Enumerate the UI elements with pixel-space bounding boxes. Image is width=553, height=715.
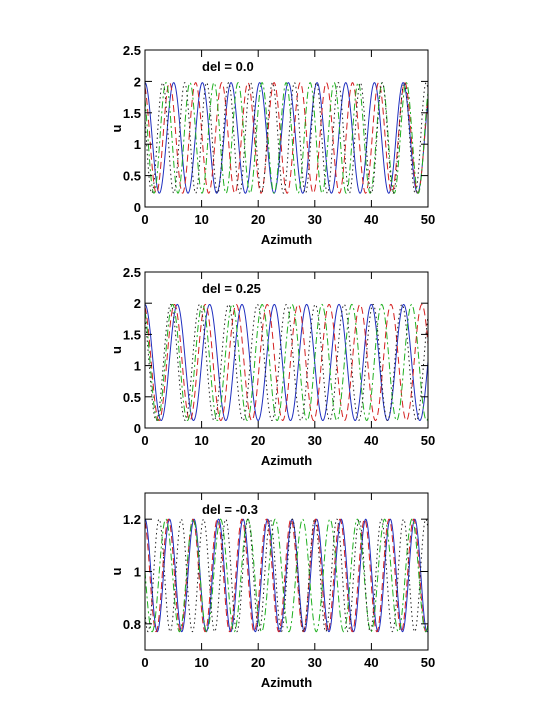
y-tick-label: 1 [134,359,141,374]
series-line-2 [145,303,428,422]
x-tick-label: 50 [421,433,435,448]
chart-panel-1: 0 10 20 30 40 50 0 0.5 1 1.5 2 2.5 Azimuth u del = 0.0 [109,43,435,247]
y-axis-label: u [109,567,124,575]
y-tick-label: 2 [134,74,141,89]
series-line-4 [145,518,428,633]
y-tick-label: 0 [134,200,141,215]
series-line-4 [145,82,428,194]
x-tick-label: 20 [251,655,265,670]
y-tick-label: 0.5 [123,169,141,184]
y-tick-label: 0.8 [123,617,141,632]
plot-frame [144,271,429,429]
x-tick-label: 50 [421,655,435,670]
y-tick-label: 2.5 [123,265,141,280]
del-annotation: del = -0.3 [202,502,258,517]
series-line-1 [145,518,428,633]
x-tick-label: 30 [308,212,322,227]
series-line-3 [145,303,428,422]
y-tick-label: 0.5 [123,390,141,405]
x-tick-label: 20 [251,433,265,448]
plot-area [145,303,428,422]
x-tick-label: 10 [194,655,208,670]
x-axis-label: Azimuth [261,675,312,690]
del-annotation: del = 0.25 [202,281,261,296]
x-tick-label: 10 [194,212,208,227]
chart-panel-2: 0 10 20 30 40 50 0 0.5 1 1.5 2 2.5 Azimuth u del = 0.2… [109,265,435,468]
y-axis-label: u [109,124,124,132]
plot-area [145,82,428,194]
y-tick-label: 1.5 [123,106,141,121]
plot-area [145,518,428,633]
y-tick-label: 1.2 [123,512,141,527]
x-tick-label: 30 [308,655,322,670]
chart-panel-3: 0 10 20 30 40 50 0.8 1 1.2 Azimuth u del = -0.3 [109,492,435,690]
x-axis-label: Azimuth [261,232,312,247]
x-axis-label: Azimuth [261,453,312,468]
x-tick-label: 0 [141,212,148,227]
y-tick-label: 2 [134,296,141,311]
x-tick-label: 0 [141,433,148,448]
x-tick-label: 40 [364,212,378,227]
y-axis-label: u [109,346,124,354]
y-tick-label: 0 [134,421,141,436]
del-annotation: del = 0.0 [202,59,254,74]
y-tick-label: 1.5 [123,327,141,342]
y-tick-label: 2.5 [123,43,141,58]
series-line-3 [145,518,428,633]
y-tick-label: 1 [134,137,141,152]
x-tick-label: 40 [364,655,378,670]
series-line-3 [145,82,428,194]
x-tick-label: 50 [421,212,435,227]
x-tick-label: 30 [308,433,322,448]
x-tick-label: 10 [194,433,208,448]
x-tick-label: 20 [251,212,265,227]
series-line-4 [145,303,428,422]
x-tick-label: 40 [364,433,378,448]
series-line-2 [145,82,428,194]
x-tick-label: 0 [141,655,148,670]
series-line-1 [145,303,428,422]
y-tick-label: 1 [134,565,141,580]
plot-frame [144,49,429,208]
